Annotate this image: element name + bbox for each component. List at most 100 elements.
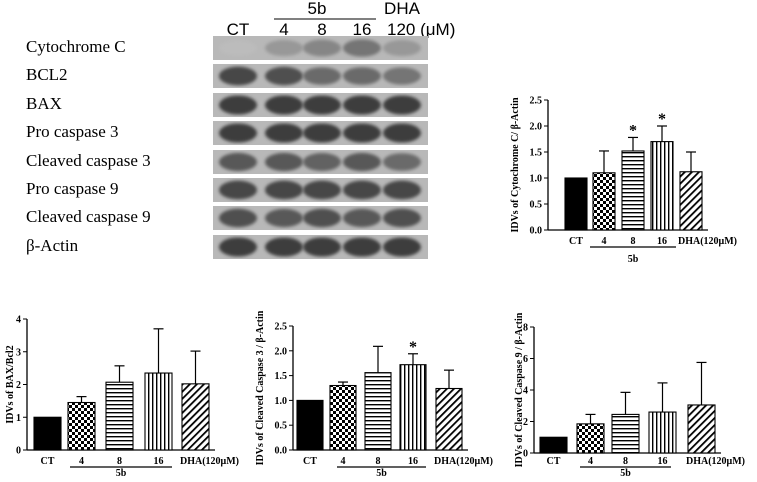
blot-band (265, 208, 303, 228)
bar (329, 384, 357, 451)
y-tick-label: 1.5 (275, 371, 288, 382)
blot-band (303, 39, 341, 57)
blot-band (343, 208, 381, 228)
y-tick-label: 0.0 (530, 226, 543, 237)
bar (687, 404, 716, 454)
bar (33, 416, 62, 451)
blot-row-label: Pro caspase 3 (26, 122, 119, 141)
blot-band (265, 39, 303, 57)
x-tick-label: 8 (631, 236, 636, 247)
blot-band (343, 152, 381, 172)
header-dose-16: 16 (353, 20, 372, 39)
x-tick-label: 4 (602, 236, 607, 247)
blot-band (383, 67, 421, 85)
blot-band (303, 237, 341, 257)
y-tick-label: 1.5 (530, 148, 543, 159)
y-tick-label: 2.0 (530, 122, 543, 133)
blot-band (219, 180, 257, 200)
chart-cleaved-caspase-3: 0.0 0.5 1.0 1.5 2.0 2.5 IDVs of Cleaved Caspas… (255, 310, 493, 479)
y-tick-label: 2.5 (275, 322, 288, 333)
blot-band (383, 123, 421, 143)
chart-cytochrome-c: 0.0 0.5 1.0 1.5 2.0 2.5 IDVs of Cytochrome C/ … (510, 96, 737, 266)
group-label: 5b (116, 468, 127, 479)
header-dose-8: 8 (317, 20, 326, 39)
blot-band (265, 152, 303, 172)
y-tick-label: 0.5 (530, 200, 543, 211)
blot-strip (213, 150, 428, 174)
bar (296, 399, 324, 451)
blot-strip (213, 93, 428, 117)
blot-band (219, 208, 257, 228)
blot-band (383, 180, 421, 200)
x-tick-label: CT (41, 456, 55, 467)
significance-marker: * (629, 122, 637, 139)
bar (650, 141, 674, 231)
y-tick-label: 6 (523, 354, 528, 365)
blot-band (383, 208, 421, 228)
y-tick-label: 3 (16, 347, 21, 358)
header-dha: DHA (384, 0, 421, 18)
blot-band (303, 67, 341, 85)
header-group: 5b (308, 0, 327, 18)
bar (435, 387, 463, 451)
blot-band (343, 95, 381, 115)
bar (539, 436, 568, 454)
y-axis-label: IDVs of Cleaved Caspase 9 / β-Actin (514, 312, 525, 467)
x-tick-label: CT (303, 456, 317, 467)
blot-row-label: Pro caspase 9 (26, 179, 119, 198)
blot-band (265, 66, 303, 86)
bar (399, 364, 427, 451)
bar (648, 411, 677, 454)
bar (364, 372, 392, 451)
blot-header: CT 5b 4 8 16 DHA 120 (μM) (227, 0, 456, 39)
blot-band (383, 39, 421, 57)
blot-row-label: Cleaved caspase 3 (26, 151, 151, 170)
x-tick-label: 8 (376, 456, 381, 467)
blot-band (219, 123, 257, 143)
blot-band (343, 67, 381, 85)
x-tick-label: 4 (341, 456, 346, 467)
blot-strips (213, 36, 428, 259)
y-tick-label: 0.5 (275, 421, 288, 432)
header-dose-4: 4 (279, 20, 288, 39)
significance-marker: * (658, 111, 666, 128)
blot-band (219, 95, 257, 115)
x-tick-label: 16 (154, 456, 164, 467)
x-tick-label: DHA(120μM) (686, 456, 745, 467)
x-tick-label: DHA(120μM) (180, 456, 239, 467)
blot-strip (213, 121, 428, 145)
blot-band (343, 39, 381, 57)
y-axis-label: IDVs of Cleaved Caspase 3 / β-Actin (255, 310, 266, 465)
blot-band (219, 66, 257, 86)
group-label: 5b (620, 468, 631, 479)
y-tick-label: 1.0 (530, 174, 543, 185)
y-tick-label: 0 (16, 446, 21, 457)
y-tick-label: 2.5 (530, 96, 543, 107)
blot-row-label: β-Actin (26, 236, 79, 255)
group-label: 5b (628, 254, 639, 265)
bar (67, 401, 96, 451)
blot-band (219, 237, 257, 257)
blot-band (265, 237, 303, 257)
x-tick-label: CT (547, 456, 561, 467)
blot-row-label: BAX (26, 94, 62, 113)
group-label: 5b (376, 468, 387, 479)
y-tick-label: 4 (523, 386, 528, 397)
y-tick-label: 2 (523, 417, 528, 428)
bar (181, 383, 210, 451)
bar (679, 171, 703, 231)
blot-strip (213, 235, 428, 259)
x-tick-label: 8 (117, 456, 122, 467)
blot-band (265, 95, 303, 115)
y-tick-label: 2.0 (275, 346, 288, 357)
y-tick-label: 1 (16, 413, 21, 424)
x-tick-label: DHA(120μM) (434, 456, 493, 467)
y-tick-label: 0.0 (275, 446, 288, 457)
blot-band (219, 40, 257, 56)
bar (105, 381, 134, 451)
bar (144, 372, 173, 451)
blot-band (343, 237, 381, 257)
x-tick-label: 16 (658, 456, 668, 467)
